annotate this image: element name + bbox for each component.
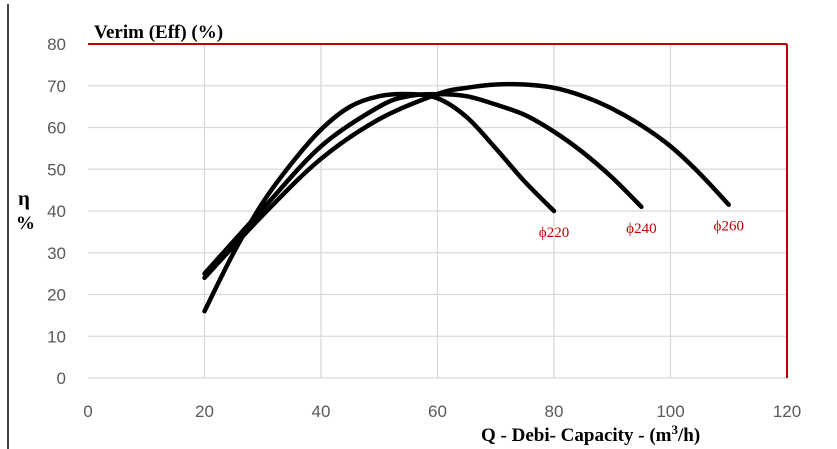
y-axis-ticks: 0 10 20 30 40 50 60 70 80 — [47, 35, 66, 388]
x-tick-label: 80 — [545, 402, 564, 421]
y-tick-label: 80 — [47, 35, 66, 54]
y-tick-label: 50 — [47, 160, 66, 179]
series-label-2: ϕ240 — [626, 221, 656, 237]
series-label-1: ϕ220 — [539, 225, 569, 241]
y-axis-label-top: η — [18, 186, 30, 210]
y-tick-label: 10 — [47, 327, 66, 346]
x-tick-label: 40 — [312, 402, 331, 421]
x-tick-label: 100 — [656, 402, 684, 421]
x-tick-label: 60 — [428, 402, 447, 421]
x-axis-label-main: Q - Debi- Capacity - (m — [481, 425, 672, 446]
grid-lines — [88, 43, 788, 379]
y-tick-label: 0 — [57, 369, 66, 388]
y-axis-label-bottom: % — [16, 213, 35, 234]
x-axis-ticks: 0 20 40 60 80 100 120 — [83, 402, 801, 421]
x-tick-label: 0 — [83, 402, 92, 421]
series-line-1 — [202, 91, 557, 314]
series-line-3 — [202, 81, 731, 281]
y-tick-label: 70 — [47, 77, 66, 96]
x-tick-label: 120 — [773, 402, 801, 421]
x-tick-label: 20 — [195, 402, 214, 421]
series-labels: ϕ220 ϕ240 ϕ260 — [539, 219, 744, 241]
chart-title: Verim (Eff) (%) — [94, 22, 223, 43]
y-tick-label: 20 — [47, 286, 66, 305]
x-axis-label-unit: /h) — [677, 425, 700, 446]
x-axis-label: Q - Debi- Capacity - (m3/h) — [481, 422, 700, 446]
x-axis-label-superscript: 3 — [672, 422, 679, 437]
y-tick-label: 30 — [47, 244, 66, 263]
y-tick-label: 60 — [47, 119, 66, 138]
series-lines — [202, 81, 731, 314]
series-line-2 — [202, 91, 644, 276]
series-label-3: ϕ260 — [714, 219, 744, 235]
y-tick-label: 40 — [47, 202, 66, 221]
